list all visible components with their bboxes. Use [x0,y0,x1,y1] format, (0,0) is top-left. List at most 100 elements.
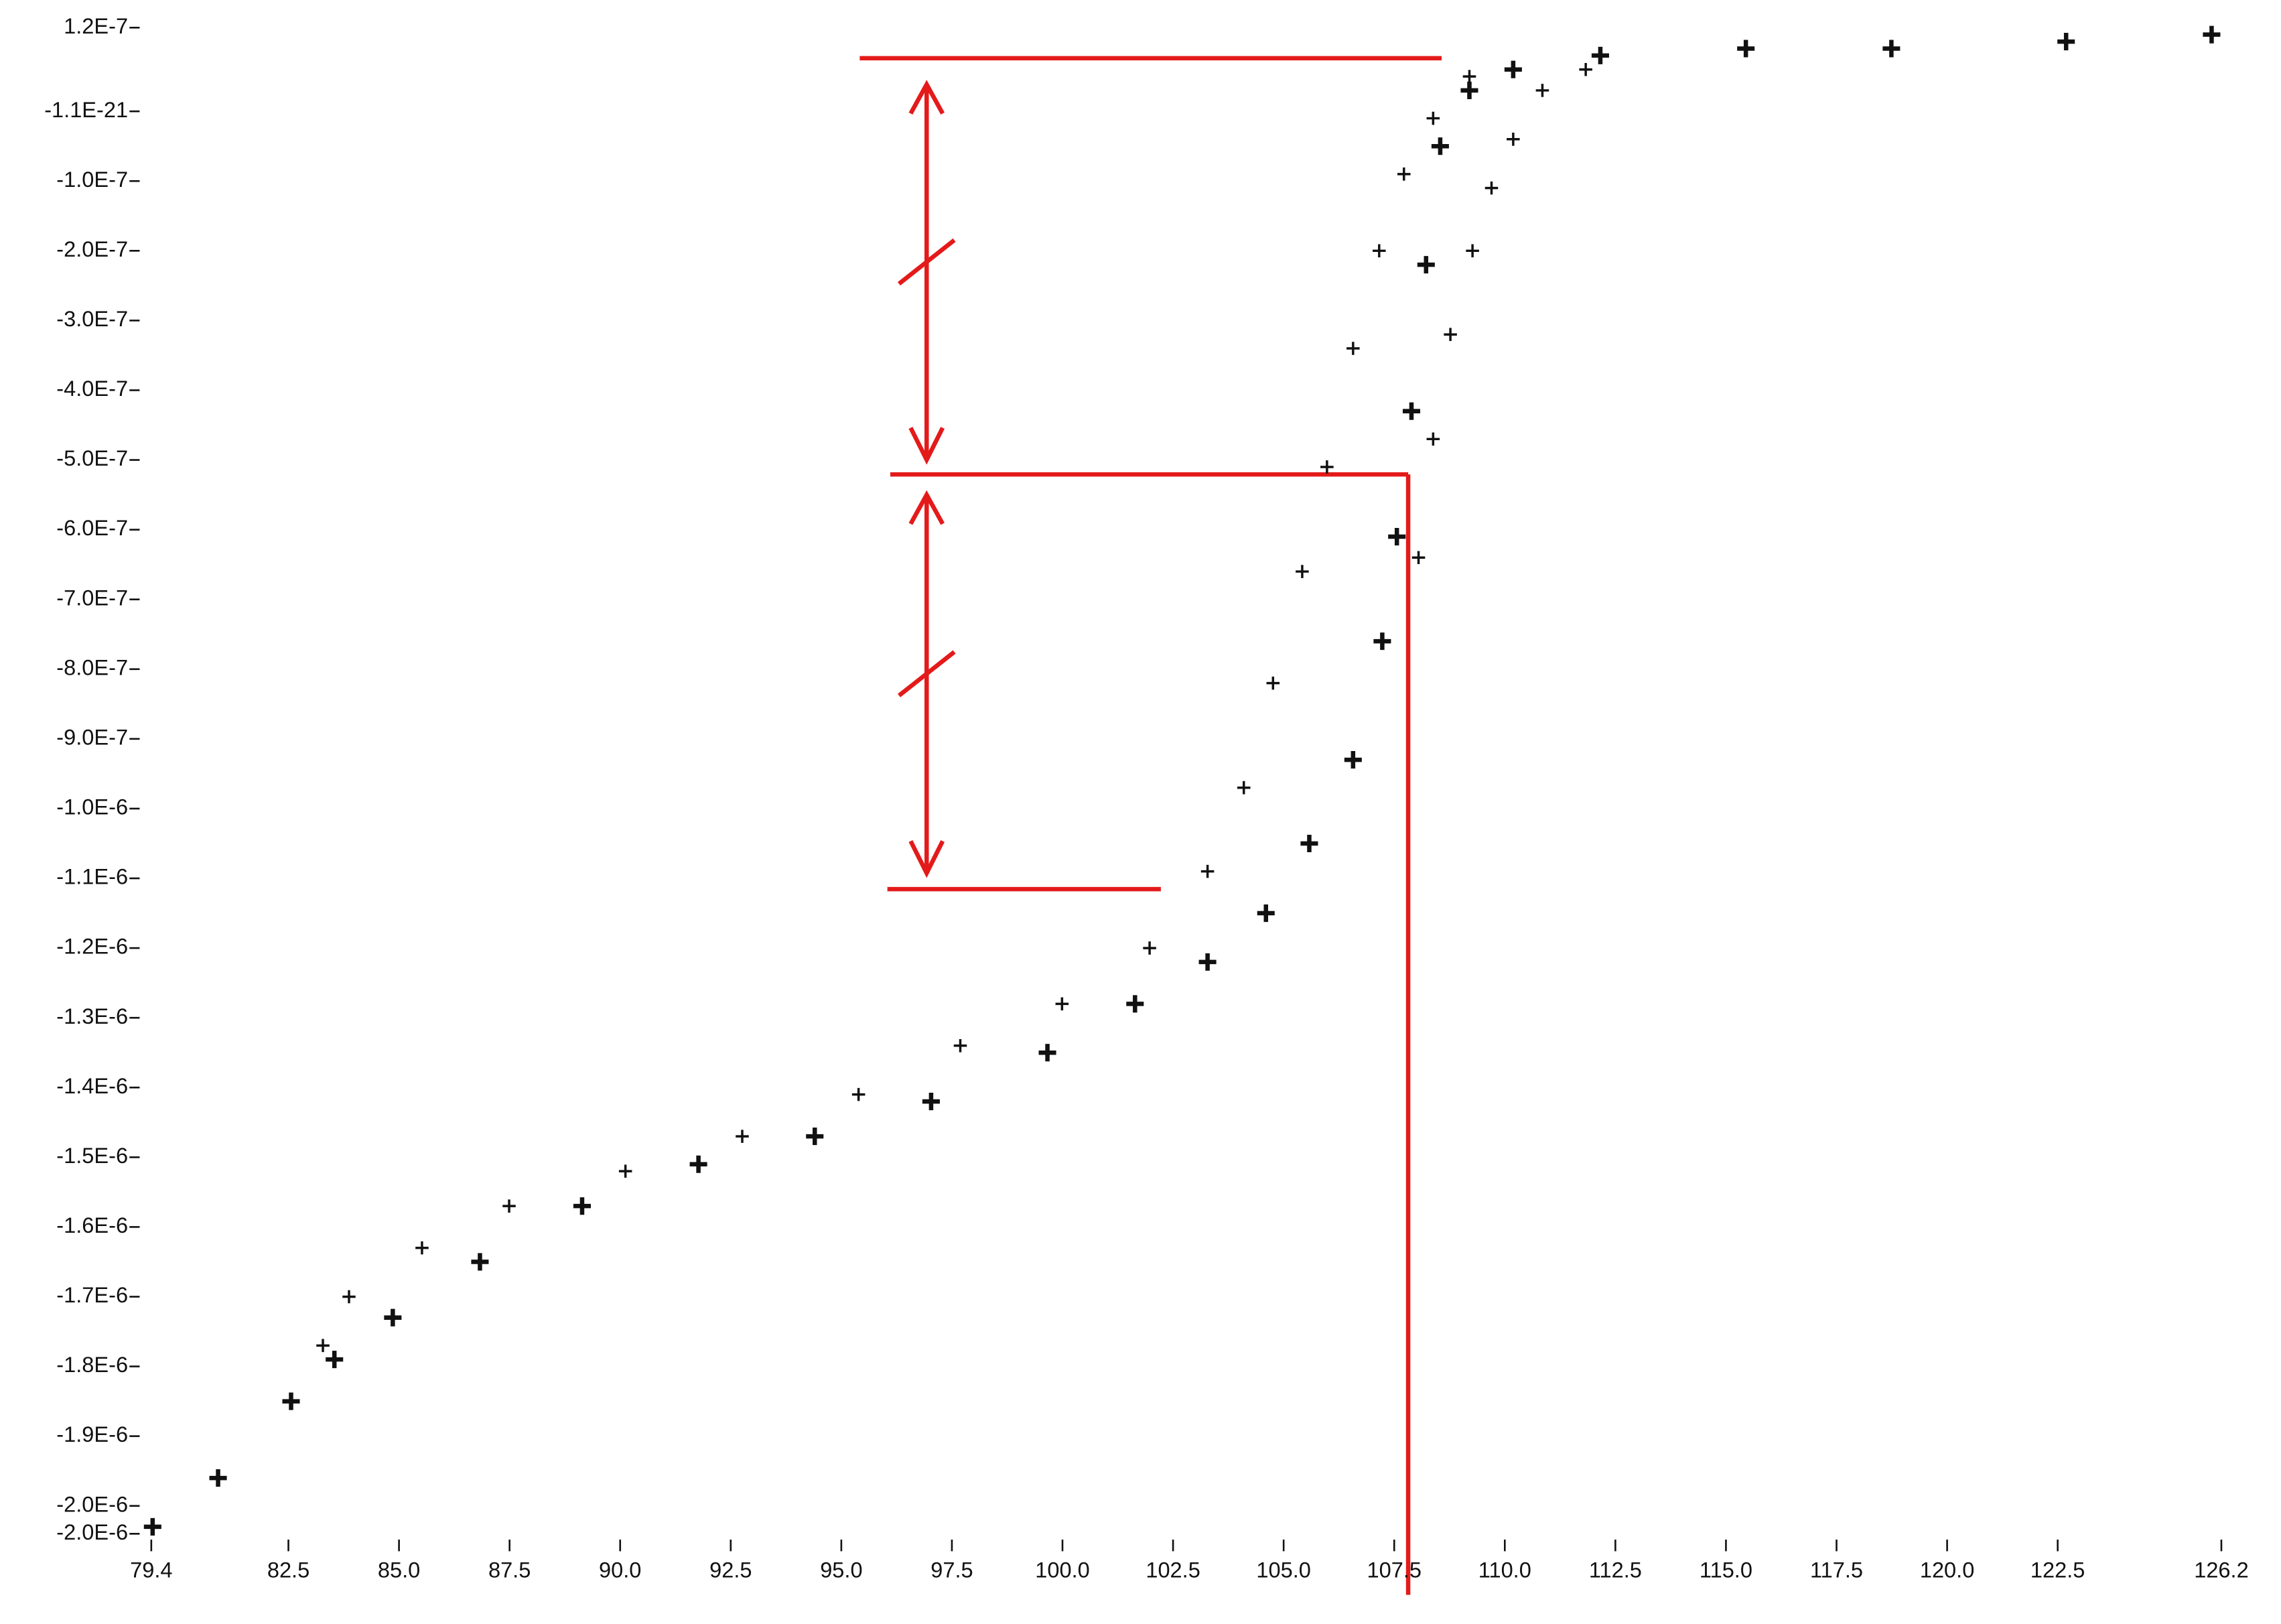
annotation-tick [898,238,956,286]
y-tick-label: -5.0E-7 [56,446,128,470]
y-tick-label: -1.6E-6 [56,1213,128,1237]
y-tick-label: -9.0E-7 [56,725,128,749]
data-point [342,1290,356,1304]
x-tick-label: 100.0 [1035,1558,1089,1582]
y-tick-label: -2.0E-6 [56,1520,128,1544]
data-point [1257,904,1275,923]
data-point [953,1039,967,1053]
data-point [326,1351,344,1369]
data-point [384,1308,402,1327]
data-point [573,1197,591,1215]
x-tick-label: 102.5 [1146,1558,1200,1582]
data-point [1402,402,1421,420]
x-tick-label: 90.0 [599,1558,641,1582]
data-point [1296,565,1309,578]
y-tick-label: -8.0E-7 [56,655,128,679]
data-point [1426,432,1440,446]
y-tick-label: -1.0E-7 [56,167,128,192]
y-tick-label: -1.3E-6 [56,1004,128,1028]
annotations [859,56,1442,1595]
data-point [316,1339,330,1353]
data-point [1460,81,1478,99]
data-point [1444,328,1457,341]
data-point [2203,25,2221,44]
annotation-arrowhead [908,490,945,525]
data-point [1344,751,1362,769]
data-point [282,1392,300,1410]
data-point [1462,70,1476,83]
data-point [1055,997,1069,1011]
data-point [1737,40,1755,58]
x-tick-label: 115.0 [1700,1558,1752,1582]
y-tick-label: -1.5E-6 [56,1144,128,1168]
annotation-arrowhead [908,427,945,465]
x-tick-label: 97.5 [930,1558,973,1582]
x-tick-label: 112.5 [1589,1558,1642,1582]
x-tick-label: 87.5 [488,1558,531,1582]
annotation-tick [898,650,956,697]
data-point [1373,632,1391,651]
y-tick-label: 1.2E-7 [64,14,128,38]
x-tick-label: 95.0 [820,1558,862,1582]
data-point [415,1241,429,1255]
data-point [1417,256,1435,274]
data-point [851,1087,866,1101]
data-point [618,1164,632,1178]
data-point [1346,342,1360,355]
annotation-arrowhead [908,839,945,878]
data-point [689,1155,707,1173]
data-point [143,1517,161,1536]
data-point [1484,181,1499,195]
x-tick-label: 82.5 [267,1558,309,1582]
data-point [1388,527,1406,546]
x-tick-label: 110.0 [1478,1558,1531,1582]
data-point [1266,676,1280,690]
y-tick-label: -1.9E-6 [56,1422,128,1446]
x-tick-label: 105.0 [1256,1558,1310,1582]
data-point [1535,84,1549,97]
y-tick-label: -1.2E-6 [56,935,128,959]
data-point [1507,133,1520,146]
y-tick-label: -6.0E-7 [56,516,128,540]
y-tick-label: -2.0E-7 [56,237,128,261]
y-tick-label: -1.4E-6 [56,1074,128,1098]
data-point [736,1130,749,1143]
y-tick-label: -1.8E-6 [56,1353,128,1377]
data-point [209,1469,227,1487]
y-tick-label: -7.0E-7 [56,586,128,610]
data-point [1373,244,1386,258]
data-point [502,1199,516,1213]
data-point [1237,781,1251,795]
x-tick-label: 107.5 [1367,1558,1421,1582]
x-tick-label: 85.0 [378,1558,420,1582]
y-tick-label: -1.1E-6 [56,865,128,889]
data-point [1200,864,1215,878]
y-tick-label: -1.0E-6 [56,795,128,819]
data-point [1300,834,1318,853]
x-tick-label: 117.5 [1810,1558,1863,1582]
x-tick-label: 126.2 [2194,1558,2248,1582]
data-point [1579,62,1592,76]
data-point [1038,1044,1056,1062]
data-point [1411,551,1426,565]
x-tick-label: 120.0 [1920,1558,1974,1582]
y-tick-label: -1.1E-21 [44,98,128,122]
y-tick-label: -1.7E-6 [56,1283,128,1307]
data-point [806,1128,824,1146]
data-point [2057,33,2075,51]
data-point [1882,40,1900,58]
x-tick-label: 122.5 [2030,1558,2085,1582]
data-point [1466,244,1479,258]
x-tick-label: 92.5 [709,1558,752,1582]
y-tick-label: -2.0E-6 [56,1492,128,1516]
y-tick-label: -3.0E-7 [56,307,128,331]
annotation-arrowhead [908,80,945,115]
data-point [922,1093,940,1111]
data-point [471,1253,489,1271]
data-point [1591,46,1609,64]
data-point [1143,941,1156,955]
y-tick-label: -4.0E-7 [56,377,128,401]
data-point [1320,460,1334,474]
x-tick-label: 79.4 [130,1558,172,1582]
